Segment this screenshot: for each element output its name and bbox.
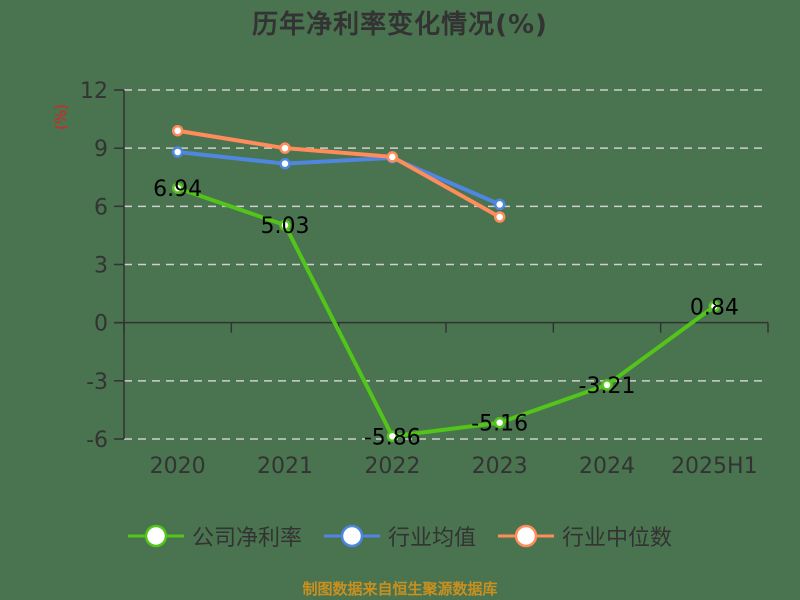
data-point[interactable] bbox=[171, 146, 184, 158]
legend-item-industry-median[interactable]: 行业中位数 bbox=[498, 520, 672, 552]
y-tick-label: 12 bbox=[80, 79, 108, 104]
legend-label: 行业均值 bbox=[387, 526, 476, 551]
data-point[interactable] bbox=[493, 416, 506, 429]
data-point[interactable] bbox=[493, 198, 506, 211]
data-point[interactable] bbox=[386, 151, 399, 163]
x-tick-label: 2022 bbox=[364, 454, 420, 479]
data-labels: 6.94 5.03 -5.86 -5.16 -3.21 0.84 bbox=[153, 177, 739, 450]
legend-label: 公司净利率 bbox=[191, 526, 302, 551]
x-tick-label: 2020 bbox=[150, 454, 206, 479]
data-label: -5.86 bbox=[364, 425, 421, 450]
data-point[interactable] bbox=[171, 182, 184, 194]
legend-marker-icon bbox=[127, 524, 184, 548]
legend-marker-icon bbox=[498, 524, 554, 548]
y-tick-label: 0 bbox=[94, 312, 108, 337]
data-label: 0.84 bbox=[690, 295, 739, 320]
x-tick-label: 2023 bbox=[472, 454, 528, 479]
x-axis-tick-labels: 2020 2021 2022 2023 2024 2025H1 bbox=[150, 454, 758, 479]
y-tick-label: 3 bbox=[94, 254, 108, 279]
data-point[interactable] bbox=[279, 157, 291, 170]
data-point[interactable] bbox=[386, 430, 399, 443]
series-line bbox=[177, 150, 501, 207]
chart-title: 历年净利率变化情况(%) bbox=[252, 10, 548, 40]
data-point[interactable] bbox=[279, 142, 291, 154]
legend-item-industry-avg[interactable]: 行业均值 bbox=[323, 520, 476, 552]
grid-lines bbox=[124, 89, 768, 440]
legend-marker-icon bbox=[323, 524, 380, 548]
data-series bbox=[171, 124, 721, 443]
legend: 公司净利率 行业均值 行业中位数 bbox=[0, 520, 800, 552]
data-label: 5.03 bbox=[261, 214, 310, 239]
data-point[interactable] bbox=[493, 211, 506, 223]
y-axis-tick-labels: 12 9 6 3 0 -3 -6 bbox=[80, 79, 108, 453]
y-tick-label: -6 bbox=[86, 428, 108, 453]
x-tick-label: 2024 bbox=[579, 454, 635, 479]
data-source-note: 制图数据来自恒生聚源数据库 bbox=[302, 580, 498, 598]
x-tick-label: 2025H1 bbox=[671, 454, 758, 479]
data-point[interactable] bbox=[171, 124, 184, 137]
data-label: -3.21 bbox=[579, 374, 636, 399]
y-tick-label: 9 bbox=[94, 137, 108, 162]
x-tick-label: 2021 bbox=[257, 454, 313, 479]
series-line bbox=[177, 186, 716, 439]
legend-item-company[interactable]: 公司净利率 bbox=[127, 520, 302, 552]
data-point[interactable] bbox=[601, 379, 613, 391]
data-point[interactable] bbox=[279, 219, 291, 231]
data-label: -5.16 bbox=[471, 412, 528, 437]
data-label: 6.94 bbox=[153, 177, 202, 202]
y-tick-label: -3 bbox=[86, 370, 108, 395]
series-line bbox=[177, 128, 501, 219]
y-tick-label: 6 bbox=[94, 195, 108, 220]
legend-label: 行业中位数 bbox=[562, 526, 673, 551]
data-point[interactable] bbox=[708, 300, 721, 313]
axes bbox=[114, 89, 769, 440]
